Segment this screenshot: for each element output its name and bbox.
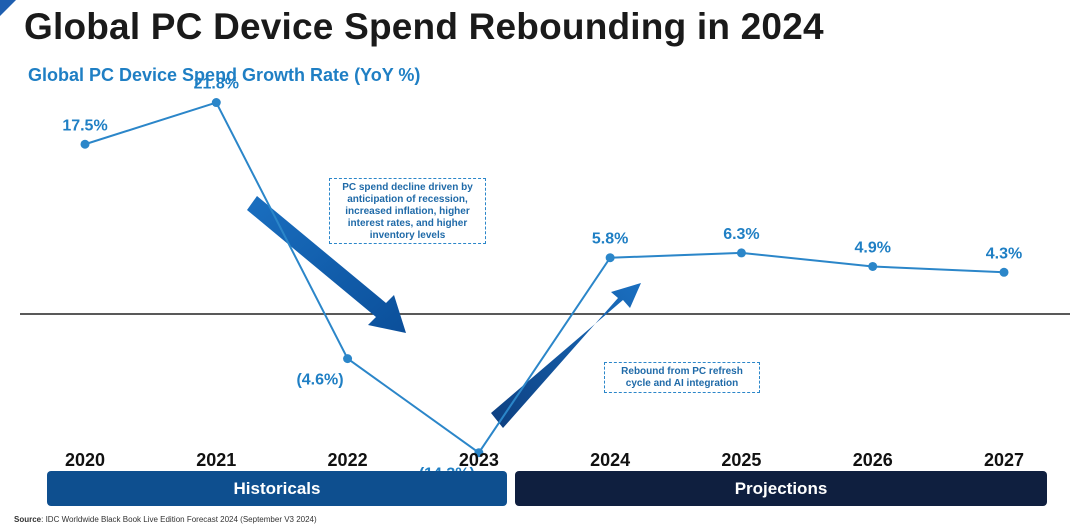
data-point-2022 [343,354,353,364]
data-point-2021 [211,98,221,108]
year-label-2026: 2026 [853,450,893,470]
data-point-2027 [999,267,1009,277]
source-text: : IDC Worldwide Black Book Live Edition … [41,515,317,524]
value-label-2020: 17.5% [62,117,107,134]
decline-arrow [247,196,406,333]
value-label-2022: (4.6%) [296,372,343,389]
data-point-2026 [868,261,878,271]
corner-accent [0,0,16,16]
data-point-2020 [80,139,90,149]
value-label-2024: 5.8% [592,231,628,248]
chart-title: Global PC Device Spend Growth Rate (YoY … [28,65,421,85]
page-title: Global PC Device Spend Rebounding in 202… [24,6,824,47]
value-label-2027: 4.3% [986,245,1022,262]
data-point-2025 [736,248,746,258]
year-label-2020: 2020 [65,450,105,470]
year-label-2024: 2024 [590,450,630,470]
decline-annotation: PC spend decline driven by anticipation … [329,178,486,244]
year-label-2027: 2027 [984,450,1024,470]
rebound-arrow [491,283,641,428]
source-note: Source: IDC Worldwide Black Book Live Ed… [14,515,317,524]
rebound-annotation: Rebound from PC refresh cycle and AI int… [604,362,760,393]
value-label-2021: 21.8% [194,76,239,93]
source-label: Source [14,515,42,524]
projections-band: Projections [515,471,1047,506]
year-label-2023: 2023 [459,450,499,470]
year-label-2022: 2022 [328,450,368,470]
data-point-2023 [474,448,484,458]
data-point-2024 [605,253,615,263]
historicals-band: Historicals [47,471,507,506]
series-line [84,101,1005,455]
year-label-2021: 2021 [196,450,236,470]
value-label-2025: 6.3% [723,226,759,243]
year-label-2025: 2025 [721,450,761,470]
value-label-2026: 4.9% [854,239,890,256]
